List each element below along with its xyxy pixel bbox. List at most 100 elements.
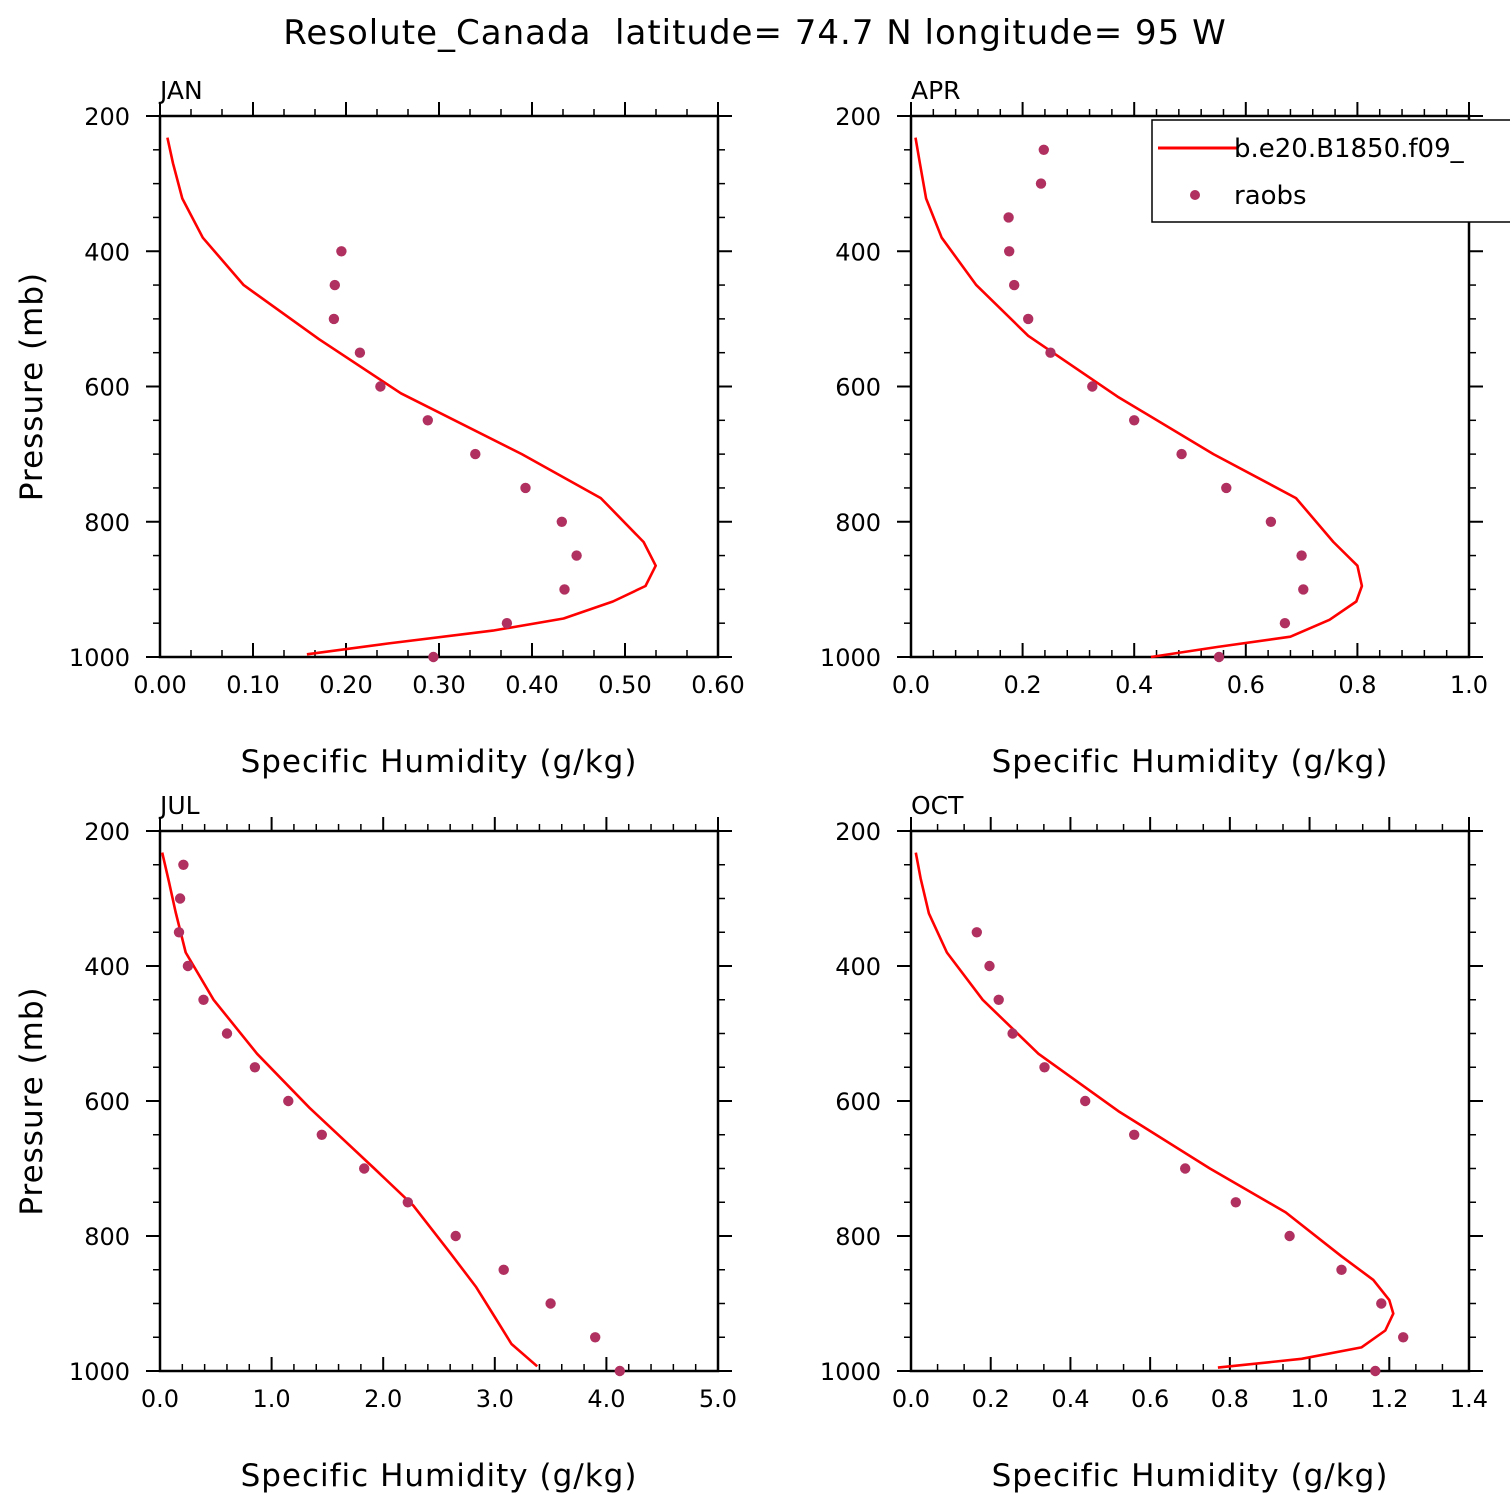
x-tick-label: 1.4 [1450, 1385, 1488, 1413]
raobs-point [556, 516, 567, 527]
x-tick-label: 1.0 [1290, 1385, 1328, 1413]
raobs-point [971, 927, 982, 938]
raobs-point [571, 550, 582, 561]
x-tick-label: 1.2 [1370, 1385, 1408, 1413]
x-tick-label: 0.2 [1004, 671, 1042, 699]
raobs-point [283, 1095, 294, 1107]
raobs-point [1213, 651, 1225, 663]
x-tick-label: 0.8 [1338, 671, 1376, 699]
y-tick-label: 400 [835, 953, 881, 981]
raobs-point [178, 859, 189, 870]
legend-box [1151, 119, 1510, 223]
raobs-point [1298, 584, 1309, 595]
raobs-point [198, 994, 209, 1005]
y-tick-label: 1000 [820, 1358, 881, 1386]
raobs-point [1009, 279, 1020, 291]
raobs-point [328, 313, 340, 325]
x-tick-label: 4.0 [587, 1385, 625, 1413]
y-tick-label: 1000 [69, 644, 130, 672]
x-tick-label: 0.50 [598, 671, 651, 699]
raobs-point [336, 246, 347, 257]
raobs-point [1279, 618, 1291, 629]
raobs-point [984, 960, 995, 972]
raobs-point [402, 1197, 413, 1208]
y-tick-label: 200 [835, 103, 881, 131]
x-tick-label: 0.6 [1131, 1385, 1169, 1413]
raobs-point [520, 482, 531, 494]
panel-label: JAN [158, 76, 203, 105]
raobs-point [450, 1230, 461, 1242]
x-axis-label: Specific Humidity (g/kg) [241, 1458, 638, 1494]
y-tick-label: 800 [835, 509, 881, 537]
raobs-point [993, 994, 1004, 1005]
raobs-point [1129, 1129, 1140, 1141]
raobs-point [1296, 550, 1307, 561]
raobs-point [1039, 1062, 1050, 1073]
x-tick-label: 0.4 [1115, 671, 1153, 699]
raobs-point [559, 584, 570, 595]
panel-jan: JAN 0.00 0.10 0.20 0.30 0.40 0.50 0.60 200 400 600… [14, 76, 745, 780]
x-tick-label: 0.60 [691, 671, 744, 699]
raobs-point [501, 618, 513, 629]
y-tick-label: 800 [84, 509, 130, 537]
y-tick-label: 200 [835, 818, 881, 846]
y-tick-label: 400 [84, 953, 130, 981]
raobs-point [590, 1332, 601, 1343]
x-tick-label: 0.4 [1051, 1385, 1089, 1413]
raobs-point [316, 1129, 327, 1141]
raobs-point [329, 279, 340, 291]
x-axis-label: Specific Humidity (g/kg) [241, 744, 638, 780]
x-tick-label: 5.0 [699, 1385, 737, 1413]
x-axis-label: Specific Humidity (g/kg) [992, 744, 1389, 780]
raobs-point [1180, 1163, 1191, 1174]
x-tick-label: 0.8 [1211, 1385, 1249, 1413]
raobs-point [1265, 516, 1277, 527]
x-tick-label: 1.0 [1450, 671, 1488, 699]
panel-label: OCT [911, 791, 964, 820]
raobs-point [1080, 1095, 1091, 1107]
y-tick-label: 1000 [69, 1358, 130, 1386]
x-tick-label: 0.2 [972, 1385, 1010, 1413]
x-tick-label: 0.0 [892, 1385, 930, 1413]
raobs-point [173, 927, 185, 938]
model-profile-line [914, 852, 1395, 1369]
y-axis-label: Pressure (mb) [14, 272, 50, 501]
y-tick-label: 400 [835, 238, 881, 266]
plot-frame [158, 114, 720, 659]
raobs-point [422, 415, 433, 426]
panel-label: JUL [158, 791, 200, 820]
x-tick-label: 3.0 [476, 1385, 514, 1413]
plot-frame [909, 829, 1471, 1373]
raobs-point [1035, 178, 1047, 189]
panel-apr: APR 0.0 0.2 0.4 0.6 0.8 1.0 200 400 600 800 1000 Spe… [820, 76, 1488, 780]
y-tick-label: 200 [84, 103, 130, 131]
x-tick-label: 0.00 [133, 671, 186, 699]
raobs-point [498, 1264, 509, 1276]
x-tick-label: 0.40 [505, 671, 558, 699]
raobs-point [1284, 1230, 1295, 1242]
x-tick-label: 0.20 [319, 671, 372, 699]
raobs-point [354, 347, 366, 358]
raobs-point [359, 1163, 370, 1174]
raobs-point [375, 381, 386, 392]
y-tick-label: 800 [84, 1223, 130, 1251]
y-tick-label: 600 [835, 374, 881, 402]
raobs-point [1003, 212, 1014, 223]
raobs-point [174, 893, 186, 904]
raobs-point [1176, 448, 1187, 460]
model-profile-line [160, 852, 539, 1368]
raobs-point [1370, 1365, 1381, 1377]
y-tick-label: 400 [84, 238, 130, 266]
raobs-point [545, 1298, 556, 1309]
y-tick-label: 600 [835, 1088, 881, 1116]
model-profile-line [166, 137, 657, 656]
y-tick-label: 200 [84, 818, 130, 846]
raobs-point [428, 651, 439, 663]
x-tick-label: 0.6 [1227, 671, 1265, 699]
raobs-point [1004, 246, 1015, 257]
raobs-point [1022, 313, 1034, 325]
raobs-point [1336, 1264, 1347, 1276]
raobs-point [1398, 1332, 1409, 1343]
panel-jul: JUL 0.0 1.0 2.0 3.0 4.0 5.0 200 400 600 800 1000 Spe… [14, 791, 737, 1494]
